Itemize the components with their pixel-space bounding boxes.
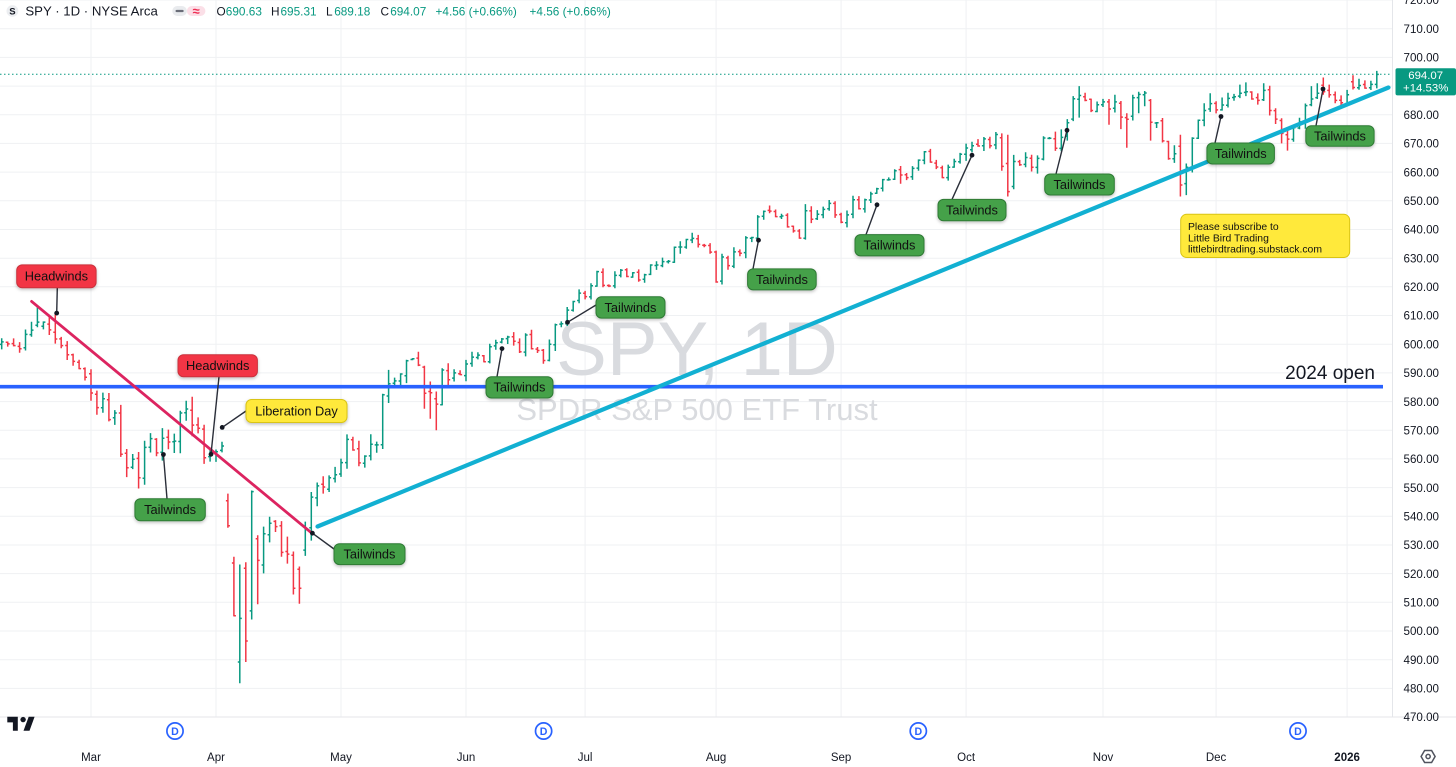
svg-text:660.00: 660.00 [1404,166,1439,179]
svg-text:620.00: 620.00 [1404,281,1439,294]
svg-text:Little Bird Trading: Little Bird Trading [1188,233,1269,244]
svg-text:Tailwinds: Tailwinds [1314,128,1366,143]
svg-text:Tailwinds: Tailwinds [605,300,657,315]
svg-text:+14.53%: +14.53% [1403,83,1448,95]
svg-text:Liberation Day: Liberation Day [255,403,338,418]
svg-text:Dec: Dec [1206,752,1227,764]
svg-text:610.00: 610.00 [1404,310,1439,323]
svg-text:Nov: Nov [1093,752,1114,764]
svg-text:Headwinds: Headwinds [186,358,249,373]
svg-text:695.31: 695.31 [281,4,317,18]
svg-text:500.00: 500.00 [1404,625,1439,638]
svg-text:490.00: 490.00 [1404,654,1439,667]
svg-text:L: L [326,4,333,18]
svg-text:540.00: 540.00 [1404,511,1439,524]
svg-text:Tailwinds: Tailwinds [494,380,546,395]
svg-text:560.00: 560.00 [1404,453,1439,466]
svg-text:700.00: 700.00 [1404,52,1439,65]
svg-text:D: D [540,726,548,738]
svg-text:C: C [381,4,390,18]
svg-text:Jul: Jul [578,752,593,764]
svg-text:470.00: 470.00 [1404,711,1439,724]
svg-text:May: May [330,752,352,764]
svg-text:+4.56 (+0.66%): +4.56 (+0.66%) [436,4,517,18]
svg-text:≈: ≈ [193,3,200,18]
svg-text:690.63: 690.63 [226,4,263,18]
svg-text:O: O [217,4,226,18]
svg-text:720.00: 720.00 [1404,0,1439,7]
svg-text:Tailwinds: Tailwinds [144,502,196,517]
svg-text:2026: 2026 [1334,752,1360,764]
svg-text:SPY · 1D · NYSE Arca: SPY · 1D · NYSE Arca [25,4,158,19]
svg-text:520.00: 520.00 [1404,568,1439,581]
svg-text:530.00: 530.00 [1404,539,1439,552]
svg-text:710.00: 710.00 [1404,23,1439,36]
svg-text:480.00: 480.00 [1404,683,1439,696]
svg-text:550.00: 550.00 [1404,482,1439,495]
svg-text:630.00: 630.00 [1404,252,1439,265]
svg-text:H: H [271,4,280,18]
svg-text:600.00: 600.00 [1404,338,1439,351]
svg-text:Tailwinds: Tailwinds [344,547,396,562]
svg-text:Tailwinds: Tailwinds [946,203,998,218]
svg-text:580.00: 580.00 [1404,396,1439,409]
svg-text:670.00: 670.00 [1404,138,1439,151]
svg-text:Oct: Oct [957,752,976,764]
svg-text:Mar: Mar [81,752,101,764]
svg-text:689.18: 689.18 [334,4,371,18]
svg-text:570.00: 570.00 [1404,424,1439,437]
svg-text:590.00: 590.00 [1404,367,1439,380]
svg-text:D: D [914,726,922,738]
svg-text:694.07: 694.07 [1408,70,1443,82]
svg-text:510.00: 510.00 [1404,597,1439,610]
svg-text:+4.56 (+0.66%): +4.56 (+0.66%) [530,4,611,18]
svg-text:Jun: Jun [457,752,476,764]
svg-text:Sep: Sep [831,752,851,764]
svg-text:694.07: 694.07 [390,4,426,18]
svg-text:D: D [1294,726,1302,738]
svg-text:650.00: 650.00 [1404,195,1439,208]
svg-text:2024 open: 2024 open [1285,363,1375,384]
svg-text:640.00: 640.00 [1404,224,1439,237]
svg-text:S: S [9,6,15,17]
svg-text:Aug: Aug [706,752,726,764]
svg-text:SPY, 1D: SPY, 1D [556,307,838,392]
svg-text:680.00: 680.00 [1404,109,1439,122]
svg-text:Headwinds: Headwinds [25,269,88,284]
svg-text:Apr: Apr [207,752,225,764]
svg-text:Tailwinds: Tailwinds [1215,146,1267,161]
svg-text:Tailwinds: Tailwinds [756,272,808,287]
svg-text:Tailwinds: Tailwinds [864,238,916,253]
svg-text:Please subscribe to: Please subscribe to [1188,222,1279,233]
svg-text:Tailwinds: Tailwinds [1054,177,1106,192]
svg-text:D: D [171,726,179,738]
svg-text:littlebirdtrading.substack.com: littlebirdtrading.substack.com [1188,244,1322,255]
